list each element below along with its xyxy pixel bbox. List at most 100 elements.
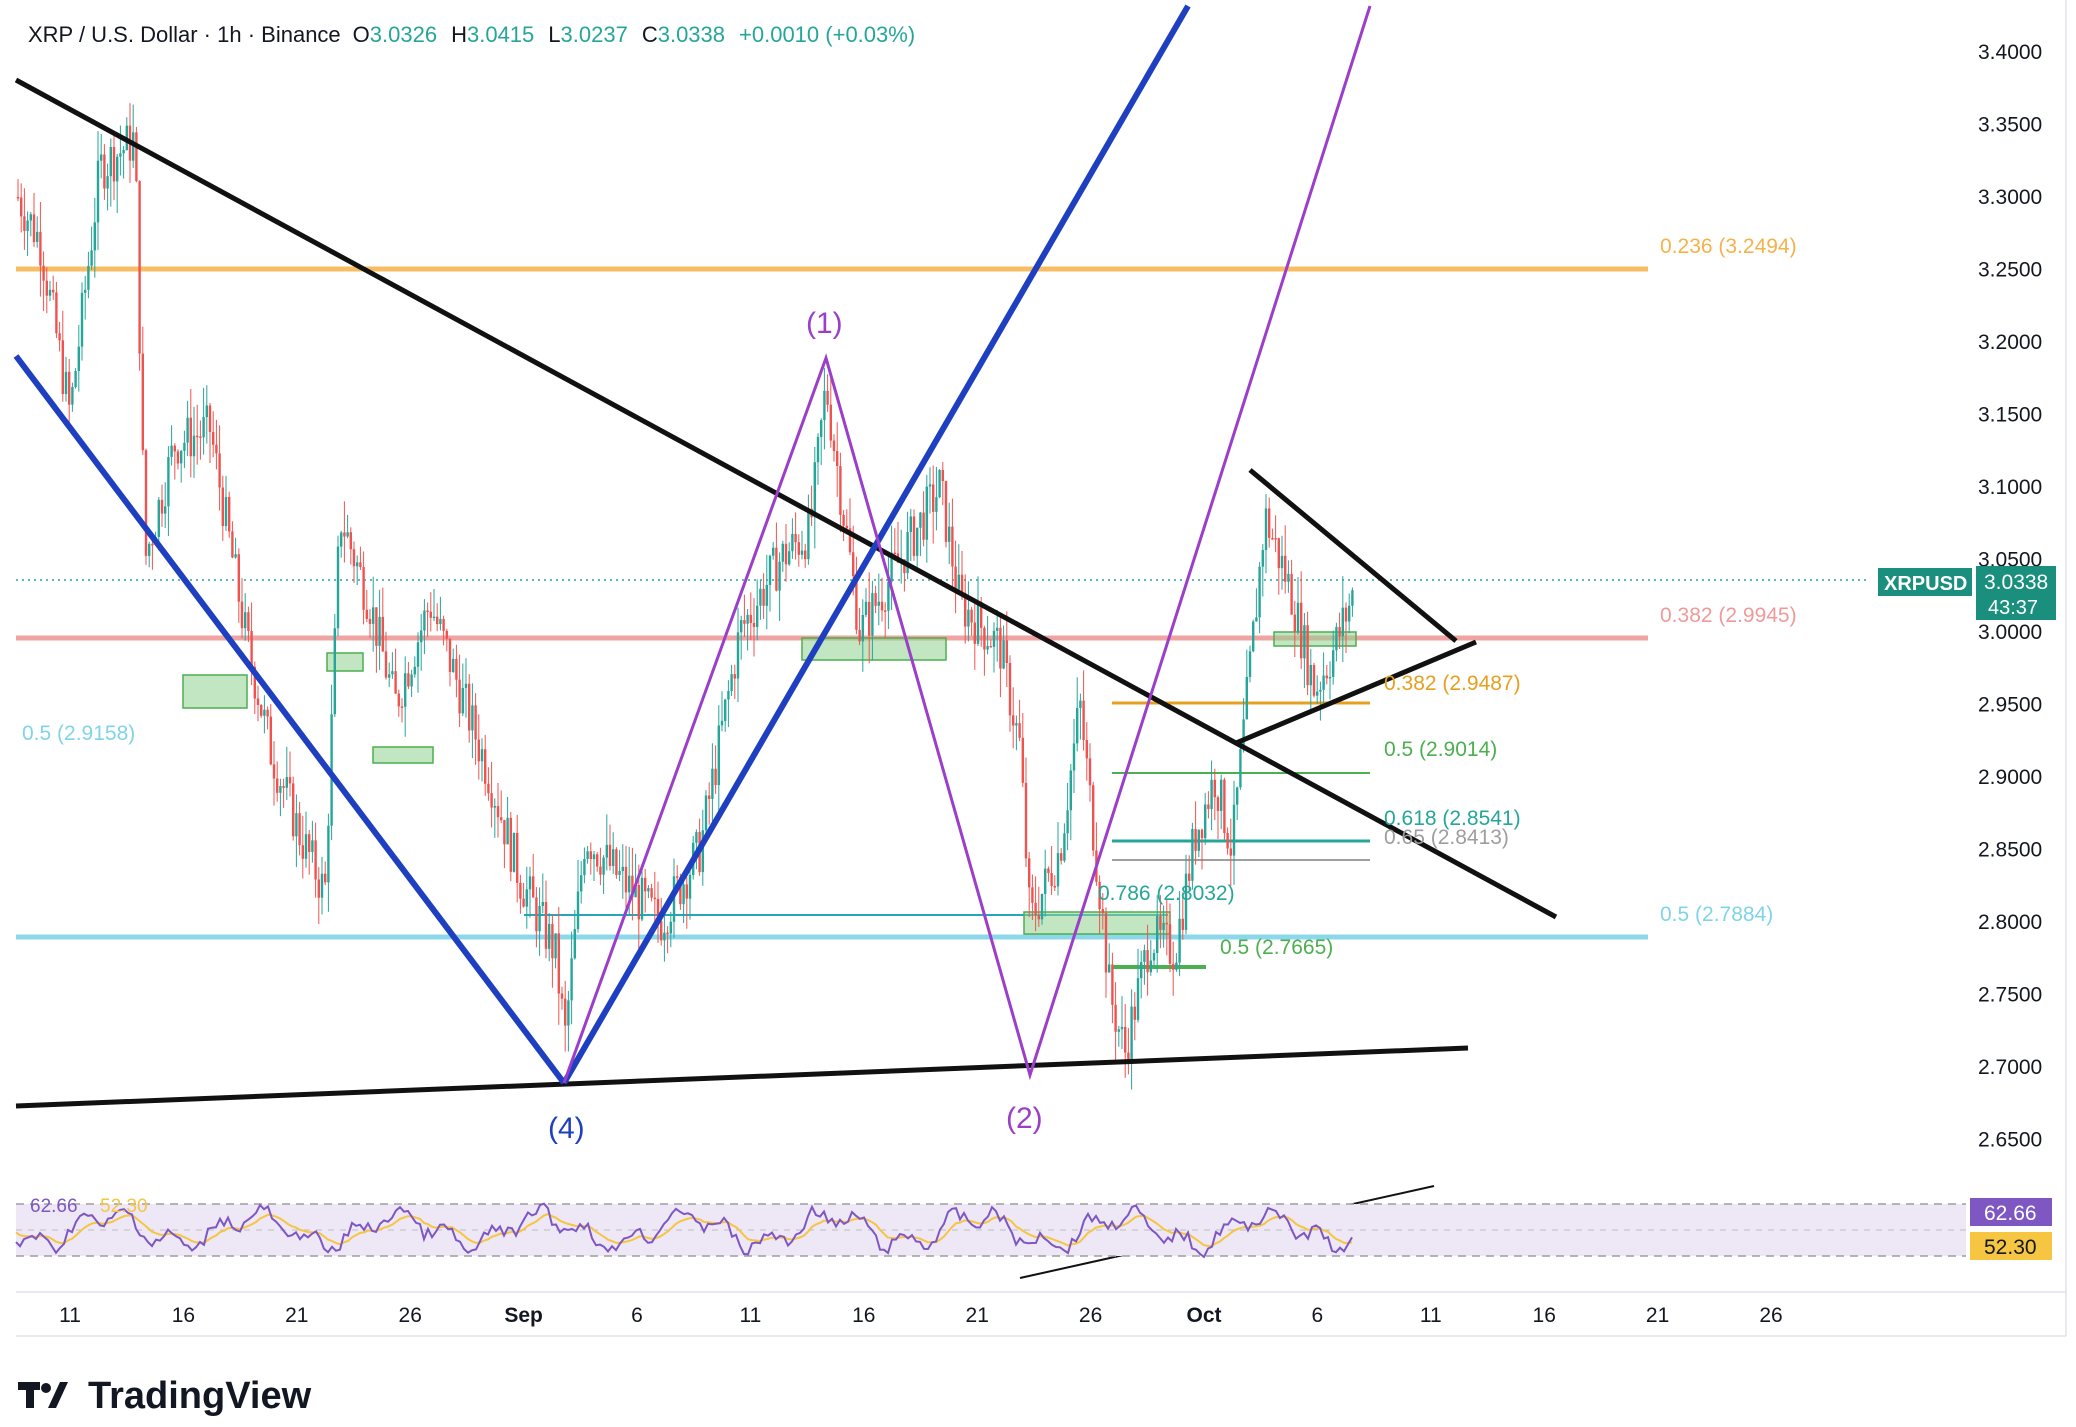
candle-body — [416, 642, 420, 667]
price-axis[interactable]: 3.4000 3.3500 3.3000 3.2500 3.2000 3.1500 3.10… — [1978, 41, 2042, 1152]
candle-body — [999, 627, 1002, 669]
candle-body — [1188, 873, 1191, 881]
candle-body — [573, 929, 576, 959]
fib-label-05-right: 0.5 (2.7884) — [1660, 903, 1773, 926]
candle-body — [967, 609, 970, 627]
candle-body — [1162, 922, 1165, 930]
time-tick-label: Oct — [1186, 1304, 1221, 1327]
candle-body — [650, 888, 653, 898]
candle-body — [180, 450, 183, 464]
candle-body — [1277, 538, 1280, 569]
candle-body — [935, 497, 938, 512]
candle-body — [442, 618, 445, 631]
candle-body — [61, 340, 64, 395]
candle-body — [343, 532, 346, 537]
candle-body — [471, 705, 474, 731]
candle-body — [996, 627, 999, 631]
candle-body — [1232, 804, 1236, 856]
candle-body — [781, 543, 784, 562]
candle-body — [1031, 887, 1034, 903]
tradingview-logo[interactable]: TradingView — [18, 1375, 312, 1417]
candle-body — [336, 546, 340, 629]
candle-body — [426, 610, 429, 613]
ticker-price-bg — [1976, 566, 2056, 620]
candle-body — [845, 525, 848, 529]
candle-body — [340, 532, 343, 547]
candle-body — [564, 998, 567, 1026]
candles — [16, 103, 1354, 1090]
candle-body — [1293, 614, 1296, 632]
candle-body — [420, 630, 423, 643]
candle-body — [1319, 689, 1322, 692]
zone-1 — [182, 674, 248, 709]
candle-body — [1008, 662, 1012, 716]
candle-body — [871, 593, 874, 636]
candle-body — [1258, 566, 1261, 618]
candle-body — [736, 632, 740, 679]
candle-body — [1085, 740, 1088, 759]
candle-body — [567, 1000, 570, 1026]
candle-body — [304, 834, 308, 859]
candle-body — [1053, 886, 1056, 888]
time-axis[interactable]: 11 16 21 26 Sep 6 11 16 21 26 Oct 6 11 16 21 26 — [59, 1304, 1783, 1327]
candle-body — [612, 849, 615, 867]
candle-body — [1149, 960, 1152, 973]
candle-body — [1120, 1026, 1124, 1030]
candle-body — [1226, 833, 1229, 849]
wave-label-4: (4) — [548, 1112, 585, 1145]
time-tick-label: 26 — [1759, 1304, 1782, 1327]
time-tick-label: 26 — [399, 1304, 422, 1327]
candle-body — [522, 898, 525, 907]
candle-body — [877, 601, 880, 606]
price-tick-label: 2.8000 — [1978, 911, 2042, 934]
candle-body — [490, 793, 493, 808]
candle-body — [423, 610, 426, 631]
candle-body — [740, 620, 743, 633]
candle-body — [541, 901, 544, 906]
candle-body — [496, 806, 500, 818]
low-label: L — [548, 22, 560, 47]
candle-body — [352, 549, 356, 567]
price-tick-label: 3.2500 — [1978, 259, 2042, 282]
candle-body — [1264, 508, 1268, 551]
candle-body — [397, 693, 400, 707]
candle-body — [1002, 640, 1005, 669]
candle-body — [93, 222, 96, 251]
zone-3 — [372, 746, 434, 764]
candle-body — [682, 884, 685, 905]
candle-body — [1268, 508, 1271, 538]
candle-body — [436, 616, 439, 625]
candle-body — [775, 547, 778, 591]
candle-body — [429, 611, 432, 618]
candle-body — [1104, 913, 1108, 973]
candle-body — [90, 250, 93, 266]
candle-body — [1252, 621, 1255, 652]
close-label: C — [642, 22, 658, 47]
candle-body — [448, 638, 452, 672]
rsi-tag: 62.66 — [1984, 1202, 2037, 1225]
candle-body — [554, 933, 557, 959]
candle-body — [362, 566, 365, 610]
price-ticker: XRPUSD 3.0338 43:37 — [1878, 566, 2056, 620]
candle-body — [487, 783, 490, 794]
candle-body — [637, 885, 640, 920]
candle-body — [68, 371, 71, 405]
candle-body — [266, 709, 269, 717]
symbol-title: XRP / U.S. Dollar · 1h · Binance O3.0326 H… — [28, 22, 915, 47]
candle-body — [1280, 555, 1284, 569]
candle-body — [1108, 964, 1111, 973]
support-trendline — [15, 1045, 1469, 1109]
time-tick-label: 21 — [966, 1304, 989, 1327]
rsi-ma-line — [15, 1212, 1353, 1248]
price-tick-label: 3.3000 — [1978, 186, 2042, 209]
candle-body — [1245, 676, 1248, 720]
price-tick-label: 3.3500 — [1978, 114, 2042, 137]
candle-body — [1309, 665, 1312, 686]
candle-body — [599, 866, 602, 875]
candle-body — [1092, 785, 1095, 851]
candle-body — [1066, 810, 1069, 834]
candle-body — [183, 442, 186, 451]
ticker-countdown: 43:37 — [1988, 597, 2038, 619]
